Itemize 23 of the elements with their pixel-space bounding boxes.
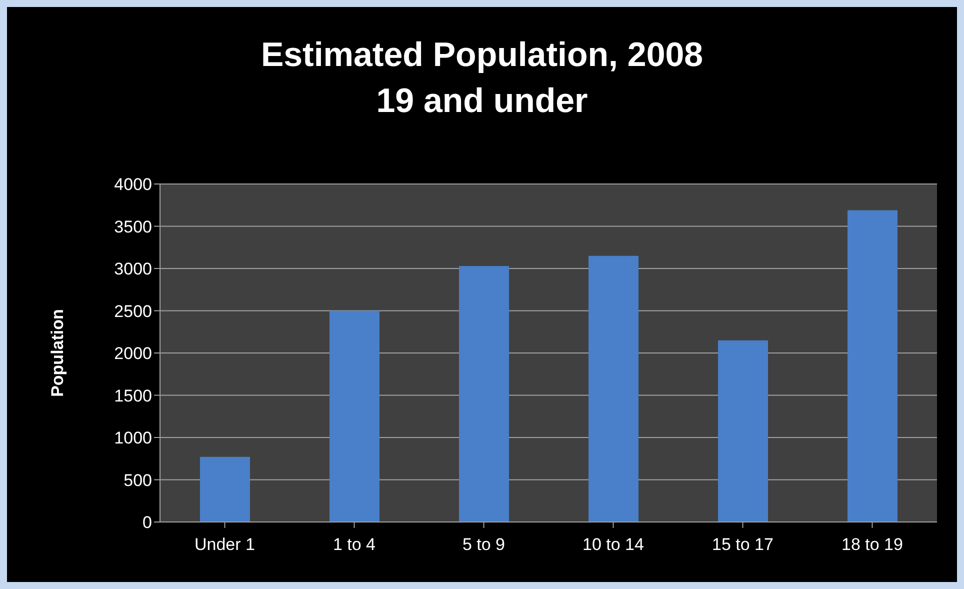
y-axis-title: Population	[48, 309, 68, 397]
y-tick-label: 500	[124, 470, 152, 490]
x-tick-label: 5 to 9	[462, 535, 506, 554]
y-tick-label: 2000	[114, 344, 152, 364]
y-tick-label: 4000	[114, 175, 152, 194]
bar	[718, 340, 768, 522]
y-tick-label: 2500	[114, 302, 152, 321]
x-tick-label: 10 to 14	[582, 535, 644, 554]
bar	[200, 456, 250, 522]
bar	[848, 210, 898, 522]
x-tick-label: 1 to 4	[332, 535, 376, 554]
y-tick-label: 1000	[114, 428, 152, 448]
bar	[330, 310, 380, 522]
x-tick-label: Under 1	[194, 535, 255, 554]
y-tick-label: 1500	[114, 386, 152, 406]
x-tick-label: 18 to 19	[842, 535, 903, 554]
x-tick-label: 15 to 17	[712, 535, 774, 554]
bar	[588, 256, 638, 522]
chart-title: Estimated Population, 2008 19 and under	[260, 35, 704, 122]
y-tick-label: 3500	[114, 217, 152, 236]
y-tick-label: 3000	[114, 260, 152, 279]
bar	[459, 266, 509, 522]
y-tick-label: 0	[142, 513, 152, 532]
